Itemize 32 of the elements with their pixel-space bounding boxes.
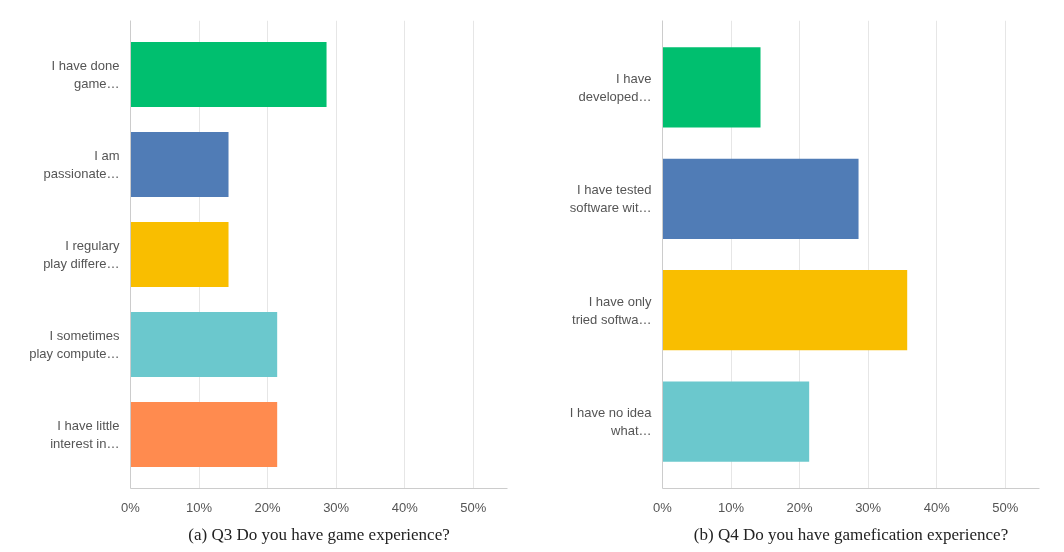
y-tick-label: I have done game… [51, 58, 120, 91]
x-tick-label: 20% [786, 499, 814, 515]
y-tick-label: I am passionate… [43, 148, 120, 181]
y-tick-label: I have only tried softwa… [572, 293, 652, 327]
x-tick-label: 50% [992, 499, 1019, 515]
y-tick-label: I sometimes play compute… [29, 328, 120, 361]
bar [662, 158, 859, 239]
y-tick-label: I have developed… [578, 70, 652, 104]
bar [662, 381, 810, 462]
x-tick-label: 20% [254, 499, 282, 515]
y-tick-label: I have little interest in… [50, 418, 120, 451]
x-tick-label: 0% [121, 499, 141, 515]
x-tick-label: 50% [460, 499, 487, 515]
x-tick-label: 30% [323, 499, 350, 515]
bar [662, 270, 908, 351]
text: (a) Q3 Do you have game experience? [188, 524, 450, 544]
text: (b) Q4 Do you have gamefication experience? [693, 524, 1009, 544]
x-tick-label: 30% [855, 499, 882, 515]
y-tick-label: I have tested software wit… [569, 182, 652, 216]
bar [130, 132, 229, 197]
bar [130, 402, 278, 467]
bar [130, 42, 327, 107]
bar [662, 47, 761, 128]
bar [130, 312, 278, 377]
y-tick-label: I regulary play differe… [43, 238, 120, 271]
x-tick-label: 10% [186, 499, 213, 515]
y-tick-label: I have no idea what… [569, 405, 653, 439]
x-tick-label: 40% [923, 499, 951, 515]
bar [130, 222, 229, 287]
x-tick-label: 10% [718, 499, 745, 515]
x-tick-label: 0% [653, 499, 673, 515]
x-tick-label: 40% [391, 499, 419, 515]
